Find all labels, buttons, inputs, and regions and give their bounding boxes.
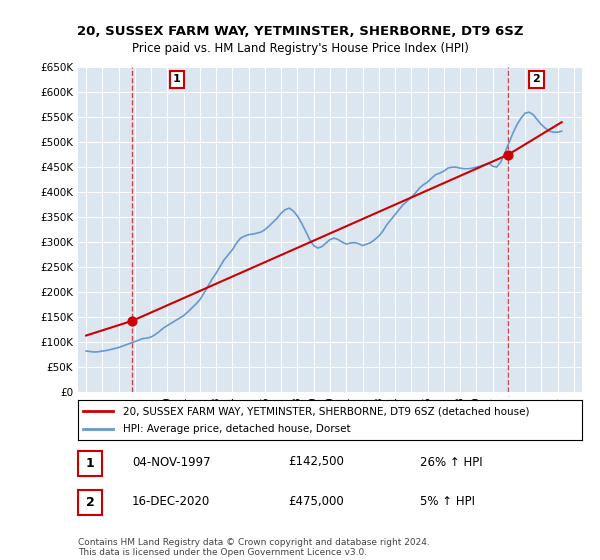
Text: Price paid vs. HM Land Registry's House Price Index (HPI): Price paid vs. HM Land Registry's House … xyxy=(131,42,469,55)
Text: 26% ↑ HPI: 26% ↑ HPI xyxy=(420,455,482,469)
Text: £475,000: £475,000 xyxy=(288,494,344,508)
Text: 1: 1 xyxy=(86,457,94,470)
Text: 1: 1 xyxy=(173,74,181,84)
Point xyxy=(503,150,513,159)
Text: 04-NOV-1997: 04-NOV-1997 xyxy=(132,455,211,469)
Text: HPI: Average price, detached house, Dorset: HPI: Average price, detached house, Dors… xyxy=(124,423,351,433)
Text: Contains HM Land Registry data © Crown copyright and database right 2024.
This d: Contains HM Land Registry data © Crown c… xyxy=(78,538,430,557)
Text: 5% ↑ HPI: 5% ↑ HPI xyxy=(420,494,475,508)
Text: 2: 2 xyxy=(533,74,541,84)
Text: 2: 2 xyxy=(86,496,94,509)
Point xyxy=(128,316,137,325)
Text: 20, SUSSEX FARM WAY, YETMINSTER, SHERBORNE, DT9 6SZ: 20, SUSSEX FARM WAY, YETMINSTER, SHERBOR… xyxy=(77,25,523,38)
Text: £142,500: £142,500 xyxy=(288,455,344,469)
Text: 16-DEC-2020: 16-DEC-2020 xyxy=(132,494,210,508)
Text: 20, SUSSEX FARM WAY, YETMINSTER, SHERBORNE, DT9 6SZ (detached house): 20, SUSSEX FARM WAY, YETMINSTER, SHERBOR… xyxy=(124,407,530,417)
